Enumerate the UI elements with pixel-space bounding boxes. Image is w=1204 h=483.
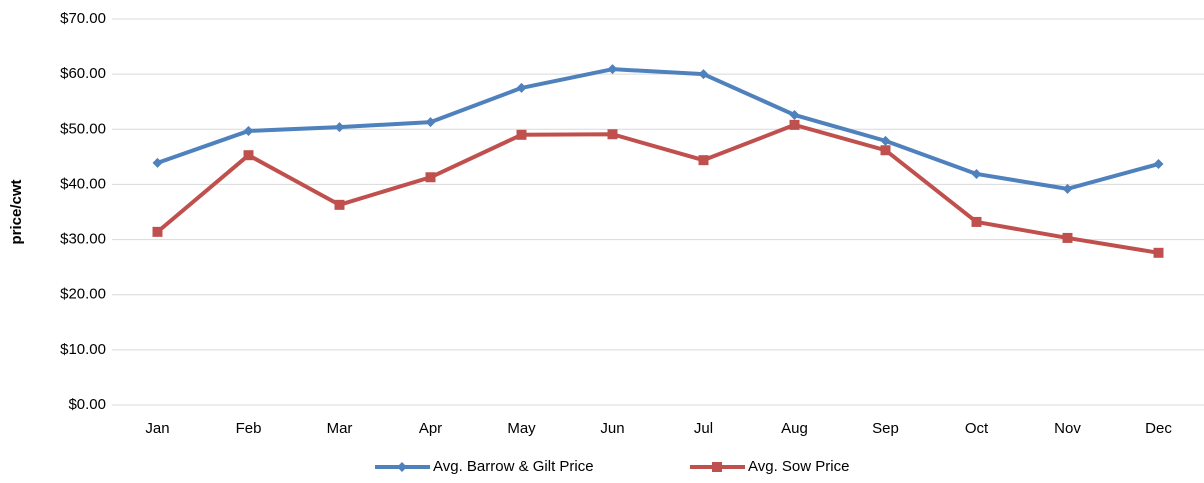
y-tick-label: $60.00: [60, 65, 106, 82]
marker: [607, 129, 618, 140]
marker: [397, 462, 407, 472]
y-tick-label: $50.00: [60, 120, 106, 137]
x-tick-label: Sep: [872, 420, 899, 437]
marker: [425, 117, 436, 128]
marker: [880, 145, 891, 156]
marker: [1062, 183, 1073, 194]
series-line: [156, 67, 1160, 191]
y-tick-label: $40.00: [60, 175, 106, 192]
marker: [1153, 247, 1164, 258]
marker: [971, 216, 982, 227]
marker: [334, 122, 345, 133]
y-tick-label: $20.00: [60, 286, 106, 303]
marker: [1153, 159, 1164, 170]
marker: [334, 199, 345, 210]
marker: [516, 129, 527, 140]
series-line: [156, 122, 1159, 255]
marker: [516, 82, 527, 93]
marker: [789, 109, 800, 120]
x-tick-label: Aug: [781, 420, 808, 437]
legend-label: Avg. Sow Price: [748, 458, 849, 475]
marker: [425, 172, 436, 183]
marker: [698, 155, 709, 166]
y-tick-label: $70.00: [60, 10, 106, 27]
y-tick-label: $0.00: [68, 396, 106, 413]
marker: [243, 125, 254, 136]
marker: [1062, 232, 1073, 243]
x-tick-label: Oct: [965, 420, 989, 437]
y-tick-label: $30.00: [60, 231, 106, 248]
x-tick-label: Jun: [600, 420, 624, 437]
x-tick-label: Mar: [327, 420, 353, 437]
marker: [698, 69, 709, 80]
y-tick-label: $10.00: [60, 341, 106, 358]
marker: [789, 119, 800, 130]
marker: [152, 157, 163, 168]
x-tick-label: Jul: [694, 420, 713, 437]
x-tick-label: Dec: [1145, 420, 1172, 437]
x-tick-label: Apr: [419, 420, 442, 437]
marker: [152, 226, 163, 237]
x-tick-label: May: [507, 420, 536, 437]
marker: [712, 462, 722, 472]
marker: [880, 135, 891, 146]
y-axis-label: price/cwt: [8, 179, 25, 244]
marker: [243, 150, 254, 161]
x-tick-label: Feb: [236, 420, 262, 437]
marker: [971, 168, 982, 179]
x-tick-label: Nov: [1054, 420, 1081, 437]
legend-label: Avg. Barrow & Gilt Price: [433, 458, 594, 475]
x-tick-label: Jan: [145, 420, 169, 437]
marker: [607, 64, 618, 75]
